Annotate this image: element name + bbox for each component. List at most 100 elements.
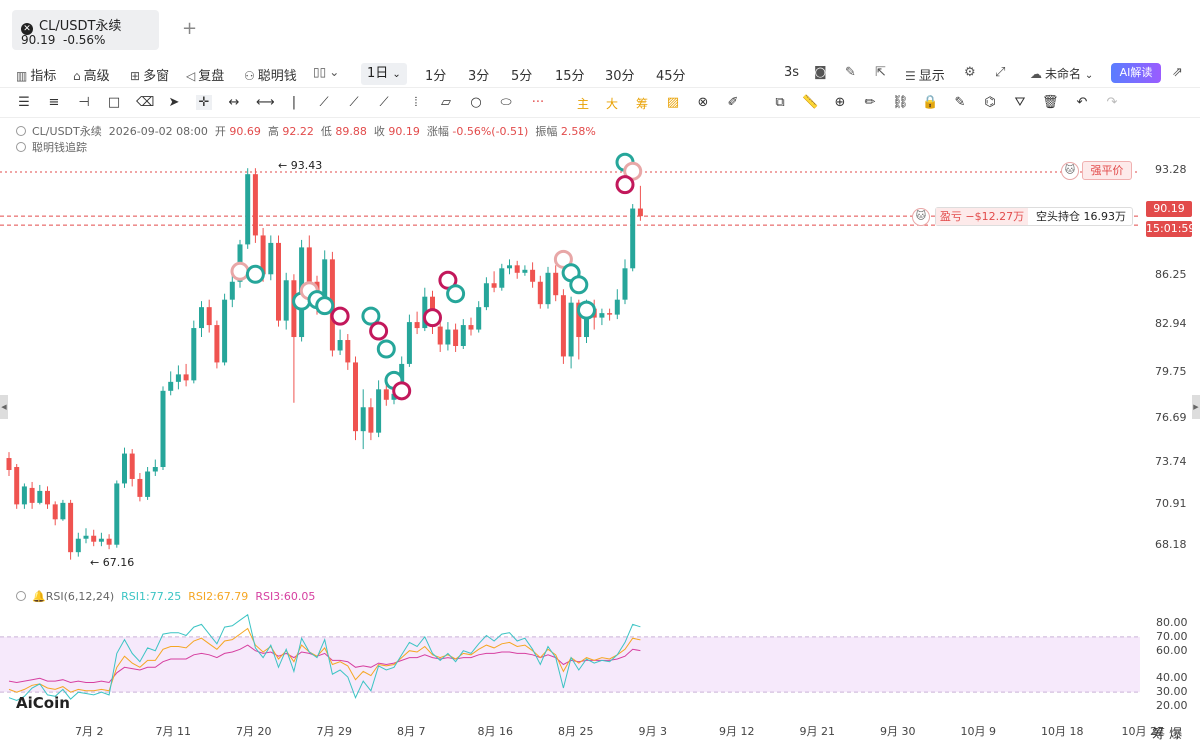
price-tick: 76.69 <box>1155 410 1187 424</box>
magnet-icon[interactable]: ⊗ <box>697 95 709 110</box>
lines-icon[interactable]: ≡ <box>48 95 60 110</box>
candle-body <box>268 242 274 275</box>
cursor-icon[interactable]: ➤ <box>168 95 180 110</box>
interval-day-select[interactable]: 1日 ⌄ <box>361 63 407 85</box>
smart-money-marker <box>376 339 396 359</box>
smart-money-button[interactable]: ⚇ 聪明钱 <box>244 65 297 84</box>
brush-icon[interactable]: ✐ <box>727 95 739 110</box>
trash-icon[interactable]: 🗑 <box>1042 95 1059 110</box>
close-tab-icon[interactable]: ✕ <box>21 23 33 35</box>
multi-window-button[interactable]: ⊞ 多窗 <box>130 65 169 84</box>
symbol-tab[interactable]: ✕ CL/USDT永续 90.19 -0.56% <box>12 10 159 50</box>
copy-icon[interactable]: ⧉ <box>775 95 785 110</box>
fib-icon[interactable]: ⦙ <box>414 95 418 110</box>
tf-1m[interactable]: 1分 <box>425 69 447 84</box>
replay-button[interactable]: ◁ 复盘 <box>186 65 224 84</box>
hray-icon[interactable]: ↔ <box>228 95 240 110</box>
parallelogram-icon[interactable]: ▱ <box>441 95 451 110</box>
menu-icon[interactable]: ☰ <box>18 95 30 110</box>
liquidation-price-label: 强平价 <box>1082 161 1132 180</box>
chip-big[interactable]: 大 <box>606 97 619 111</box>
chip-chips[interactable]: 筹 <box>636 97 649 111</box>
hsegment-icon[interactable]: ⟷ <box>256 95 275 110</box>
candle-body <box>376 389 382 433</box>
corner-toggles[interactable]: 筹 爆 <box>1152 727 1183 742</box>
rsi-chart[interactable] <box>0 604 1200 722</box>
tf-3m[interactable]: 3分 <box>468 69 490 84</box>
settings-icon[interactable]: ⚙ <box>964 65 976 80</box>
indicator-button[interactable]: ▥ 指标 <box>16 65 56 84</box>
candle-body <box>607 313 613 315</box>
rsi-tick: 70.00 <box>1156 629 1188 643</box>
indicator-icon: ▥ <box>16 69 28 83</box>
zoom-in-icon[interactable]: ⊕ <box>834 95 846 110</box>
popout-icon[interactable]: ⇗ <box>1172 65 1183 80</box>
share-icon[interactable]: ⇱ <box>875 65 886 80</box>
ruler-icon[interactable]: 📏 <box>802 95 819 110</box>
redo-icon[interactable]: ↷ <box>1106 95 1118 110</box>
bell-icon[interactable]: 🔔 <box>32 590 46 603</box>
position-label[interactable]: 盈亏 −$12.27万 空头持仓 16.93万 <box>935 207 1133 226</box>
close-value: 90.19 <box>388 125 420 138</box>
chart-type-button[interactable]: ▯▯ ⌄ <box>313 65 342 80</box>
price-tick: 86.25 <box>1155 268 1187 282</box>
chip-main[interactable]: 主 <box>577 97 590 111</box>
ray-icon[interactable]: ⟋ <box>349 95 359 110</box>
price-chart[interactable] <box>0 118 1200 588</box>
add-tab-icon[interactable]: + <box>182 18 198 39</box>
candle-body <box>199 307 204 329</box>
undo-icon[interactable]: ↶ <box>1076 95 1088 110</box>
lock-icon[interactable]: 🔒 <box>922 95 939 110</box>
rect-icon[interactable]: □ <box>107 95 121 110</box>
candle-body <box>21 486 27 505</box>
gift-icon[interactable]: ▨ <box>666 95 680 110</box>
toggle-icon[interactable] <box>16 591 26 601</box>
extended-line-icon[interactable]: ⟋ <box>379 95 389 110</box>
link-icon[interactable]: ⛓ <box>892 95 909 110</box>
tf-5m[interactable]: 5分 <box>511 69 533 84</box>
toggle-icon[interactable] <box>16 142 26 152</box>
rsi1-line <box>8 613 641 702</box>
candle-body <box>530 269 536 282</box>
ai-interpret-button[interactable]: AI解读 <box>1111 63 1161 83</box>
tf-15m[interactable]: 15分 <box>555 69 585 84</box>
marker-icon[interactable]: ✏ <box>864 95 876 110</box>
tf-45m[interactable]: 45分 <box>656 69 686 84</box>
camera-icon[interactable]: ◙ <box>814 65 827 80</box>
candle-body <box>599 313 605 318</box>
chevron-down-icon: ⌄ <box>329 65 340 79</box>
candle-body <box>145 471 151 497</box>
right-collapse-icon[interactable]: ▶ <box>1192 395 1200 419</box>
candle-body <box>584 308 589 338</box>
refresh-rate[interactable]: 3s <box>784 65 800 80</box>
eraser-icon[interactable]: ⌫ <box>136 95 155 110</box>
rsi-tick: 30.00 <box>1156 685 1188 699</box>
circle-icon[interactable]: ○ <box>470 95 482 110</box>
trendline-icon[interactable]: ⟋ <box>319 95 329 110</box>
candle-body <box>553 272 559 296</box>
crosshair-icon[interactable]: ✛ <box>196 95 212 110</box>
toggle-icon[interactable] <box>16 126 26 136</box>
edit-icon[interactable]: ✎ <box>954 95 966 110</box>
ellipse-icon[interactable]: ⬭ <box>500 95 512 110</box>
display-button[interactable]: ☰ 显示 <box>905 65 945 84</box>
left-collapse-icon[interactable]: ◀ <box>0 395 8 419</box>
vline-icon[interactable]: | <box>291 95 297 110</box>
rsi-name: RSI(6,12,24) <box>45 590 115 603</box>
pen-icon[interactable]: ✎ <box>845 65 856 80</box>
candle-body <box>622 268 628 300</box>
close-label: 收 <box>373 125 385 138</box>
candle-body <box>337 340 343 351</box>
hline-icon[interactable]: ⊣ <box>78 95 90 110</box>
ohlc-info: CL/USDT永续 2026-09-02 08:00 开 90.69 高 92.… <box>16 123 596 139</box>
layout-select[interactable]: ☁ 未命名 ⌄ <box>1030 65 1093 82</box>
rsi-band <box>0 636 1140 693</box>
fullscreen-icon[interactable]: ⤢ <box>995 65 1006 80</box>
smart-money-icon: ⚇ <box>244 69 255 83</box>
tag-icon[interactable]: ⌬ <box>984 95 996 110</box>
filter-icon[interactable]: ⛛ <box>1014 95 1026 110</box>
advanced-button[interactable]: ⌂ 高级 <box>73 65 110 84</box>
tf-30m[interactable]: 30分 <box>605 69 635 84</box>
dots-icon[interactable]: ··· <box>531 95 545 110</box>
rsi1-value: RSI1:77.25 <box>121 590 182 603</box>
